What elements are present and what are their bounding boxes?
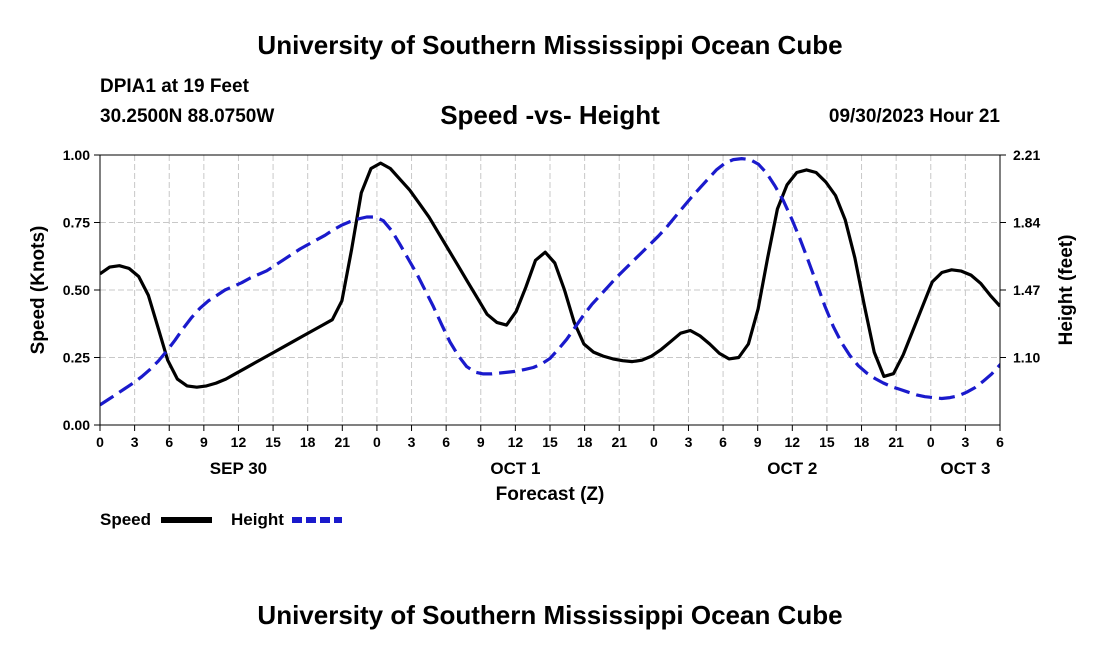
x-tick-label: 0 <box>927 434 935 450</box>
x-tick-label: 15 <box>542 434 558 450</box>
x-tick-label: 3 <box>685 434 693 450</box>
x-date-label: OCT 3 <box>940 459 990 478</box>
legend-height-label: Height <box>231 510 284 529</box>
grid-lines <box>100 154 1000 425</box>
x-axis-label: Forecast (Z) <box>496 484 605 505</box>
x-tick-label: 6 <box>165 434 173 450</box>
y2-axis-label: Height (feet) <box>1056 235 1077 346</box>
x-date-label: SEP 30 <box>210 459 267 478</box>
x-tick-label: 3 <box>961 434 969 450</box>
y-tick-label: 0.75 <box>63 215 90 231</box>
y-tick-label: 0.00 <box>63 417 90 433</box>
y2-tick-label: 1.84 <box>1013 215 1040 231</box>
x-tick-label: 12 <box>508 434 524 450</box>
x-tick-label: 12 <box>785 434 801 450</box>
y-axis-label: Speed (Knots) <box>28 226 49 355</box>
x-tick-label: 0 <box>96 434 104 450</box>
x-tick-label: 12 <box>231 434 247 450</box>
page-title: University of Southern Mississippi Ocean… <box>257 30 843 60</box>
x-tick-label: 21 <box>335 434 351 450</box>
x-tick-label: 9 <box>200 434 208 450</box>
footer-title: University of Southern Mississippi Ocean… <box>257 600 843 630</box>
x-date-label: OCT 2 <box>767 459 817 478</box>
x-tick-label: 0 <box>373 434 381 450</box>
x-tick-label: 21 <box>888 434 904 450</box>
x-tick-label: 6 <box>996 434 1004 450</box>
x-tick-label: 6 <box>719 434 727 450</box>
x-tick-label: 15 <box>265 434 281 450</box>
x-tick-label: 3 <box>131 434 139 450</box>
axes: 0 3 6 9 12 15 18 21 0 3 6 9 12 15 18 21 0 3 6 9 12 15 18 21 0 3 6 S… <box>63 147 1041 478</box>
station-label: DPIA1 at 19 Feet <box>100 76 249 97</box>
x-tick-label: 0 <box>650 434 658 450</box>
x-tick-label: 18 <box>300 434 316 450</box>
x-tick-label: 18 <box>577 434 593 450</box>
y-tick-label: 0.25 <box>63 350 90 366</box>
y2-tick-label: 2.21 <box>1013 147 1040 163</box>
forecast-datetime: 09/30/2023 Hour 21 <box>828 106 1000 127</box>
x-tick-label: 6 <box>442 434 450 450</box>
height-line <box>100 157 1000 407</box>
chart-subtitle: Speed -vs- Height <box>440 100 660 130</box>
x-tick-label: 9 <box>754 434 762 450</box>
coordinates-label: 30.2500N 88.0750W <box>100 106 275 127</box>
x-tick-label: 3 <box>408 434 416 450</box>
series-lines <box>100 157 1000 407</box>
y2-tick-label: 1.47 <box>1013 282 1040 298</box>
legend: Speed Height <box>100 510 342 529</box>
y-tick-label: 1.00 <box>63 147 90 163</box>
x-tick-label: 9 <box>477 434 485 450</box>
y-tick-label: 0.50 <box>63 282 90 298</box>
y2-tick-label: 1.10 <box>1013 350 1040 366</box>
x-date-label: OCT 1 <box>490 459 540 478</box>
speed-line <box>100 161 1000 389</box>
legend-speed-label: Speed <box>100 510 151 529</box>
x-tick-label: 21 <box>611 434 627 450</box>
x-tick-label: 15 <box>819 434 835 450</box>
x-tick-label: 18 <box>854 434 870 450</box>
